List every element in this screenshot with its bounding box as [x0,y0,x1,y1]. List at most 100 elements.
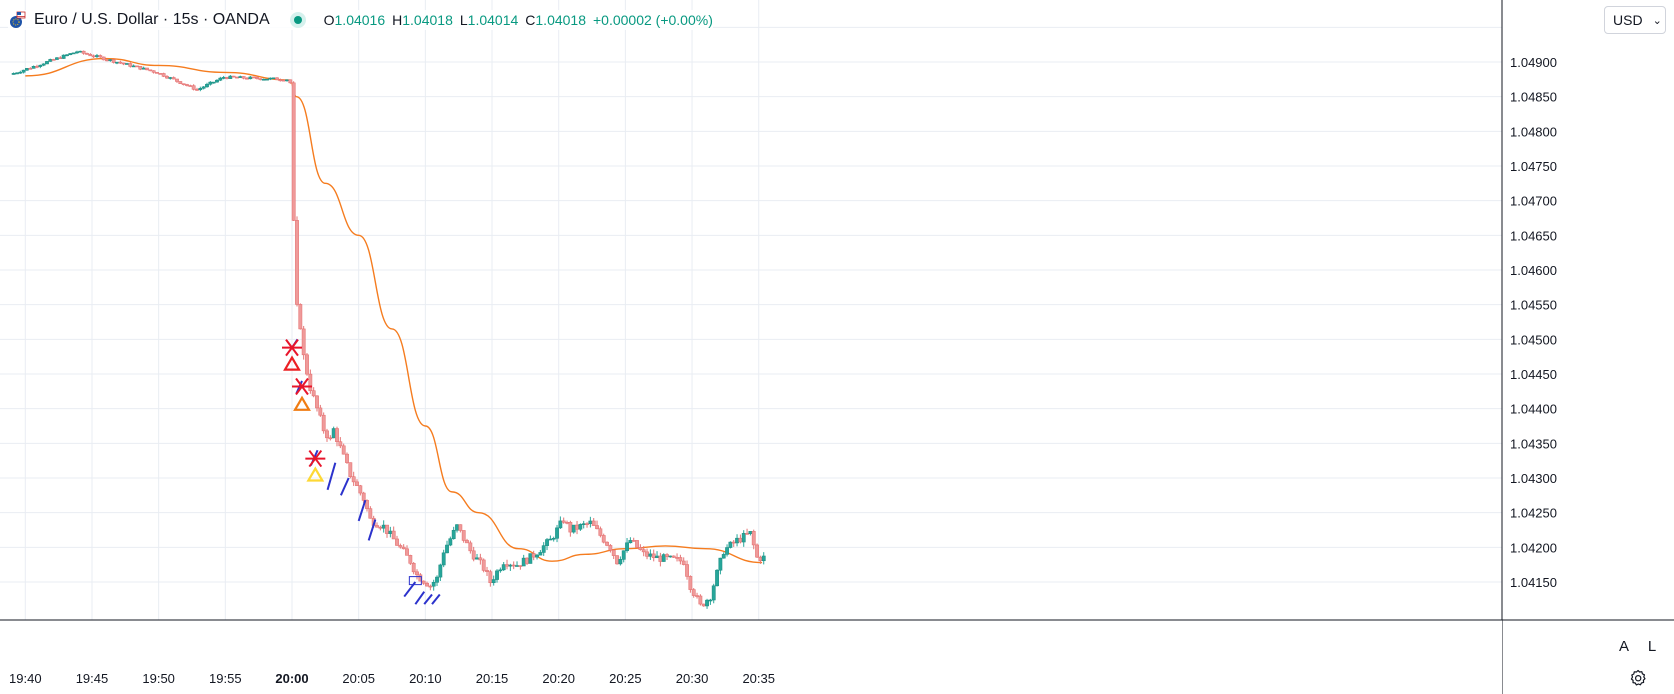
price-tick-label: 1.04650 [1510,228,1557,243]
candle-body [401,546,406,550]
candle-body [308,373,313,392]
candles[interactable] [11,50,766,609]
candle-body [425,582,429,587]
candle-body [691,589,696,596]
candle-body [551,537,556,540]
candle-body [608,545,613,551]
candle-body [761,555,766,562]
candle-body [191,85,196,90]
chart-settings-button[interactable] [1626,666,1650,690]
candle-body [555,527,559,539]
candle-body [205,83,209,88]
candle-body [58,57,63,60]
signal-cross-stroke [295,377,309,396]
candle-body [161,73,166,77]
candle-body [108,59,113,61]
candle-body [535,554,539,558]
candle-body [265,78,269,81]
candle-body [448,538,453,546]
candle-body [571,524,576,533]
candle-body [51,59,56,61]
candle-body [328,437,333,440]
candle-body [655,555,659,559]
candle-body [105,59,109,62]
candle-body [155,71,159,74]
gear-icon [1630,669,1646,686]
candle-body [445,544,449,554]
open-label: O [323,12,335,28]
candle-body [255,77,259,79]
candle-body [235,76,239,79]
candle-body [131,65,136,68]
candle-body [648,553,653,557]
candle-body [515,565,519,567]
candle-body [181,83,186,85]
candle-body [685,564,689,577]
trend-line [431,593,441,605]
candle-body [75,51,79,54]
price-tick-label: 1.04550 [1510,298,1557,313]
time-tick-label: 20:00 [275,671,308,686]
candle-body [355,481,359,487]
candle-body [65,54,69,57]
candle-body [168,77,173,79]
candle-body [561,520,566,523]
candle-body [415,571,419,576]
trend-line [326,462,337,491]
candle-body [175,78,179,82]
candle-body [461,530,466,541]
candle-body [78,50,83,53]
candle-body [625,542,629,552]
candle-body [595,525,599,530]
candle-body [715,569,719,587]
candle-body [225,77,229,79]
candle-body [145,67,149,71]
candle-body [478,557,483,561]
price-tick-label: 1.04800 [1510,124,1557,139]
candle-body [651,553,656,559]
candle-body [421,580,426,584]
candle-body [545,539,549,546]
symbol-title[interactable]: Euro / U.S. Dollar · 15s · OANDA [34,11,270,28]
candle-body [251,76,256,79]
candle-body [451,529,456,539]
candle-body [438,564,443,578]
candle-body [218,77,223,81]
candle-body [621,550,626,560]
close-value: 1.04018 [535,12,586,28]
candle-body [638,547,643,550]
candle-body [611,549,616,556]
candle-body [271,77,276,80]
log-scale-button[interactable]: L [1640,634,1664,658]
candle-body [538,552,543,556]
low-label: L [459,12,468,28]
candle-body [585,523,589,525]
drawing-overlays[interactable] [282,338,441,605]
time-tick-label: 19:50 [142,671,175,686]
auto-scale-button[interactable]: A [1612,634,1636,658]
chevron-down-icon: ⌄ [1652,14,1662,27]
currency-select[interactable]: USD ⌄ [1604,6,1666,34]
candle-body [658,555,663,562]
candle-body [95,55,99,57]
candle-body [21,69,26,73]
candle-body [268,77,273,80]
candle-body [48,59,53,62]
candle-body [88,54,93,57]
close-label: C [525,12,536,28]
candle-body [408,555,413,564]
candle-body [351,476,356,483]
candle-body [688,576,693,590]
candle-body [15,72,19,75]
candle-body [125,63,129,65]
candle-body [568,522,573,533]
candle-body [725,547,729,555]
high-label: H [392,12,403,28]
candle-body [335,428,339,442]
candle-body [471,550,476,560]
candle-body [665,554,669,557]
candle-body [231,75,236,78]
signal-cross-stroke [308,449,323,468]
candle-body [681,560,686,565]
